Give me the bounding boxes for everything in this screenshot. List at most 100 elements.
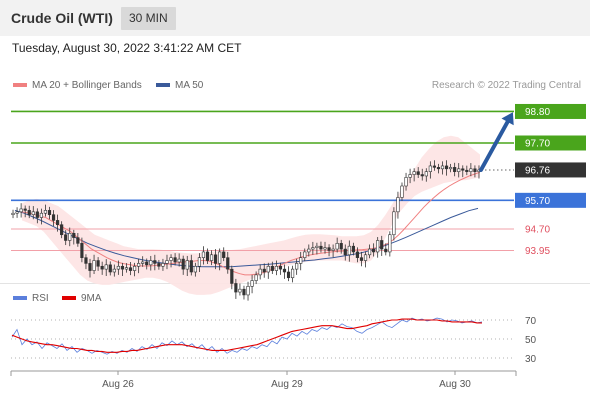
candle-down (278, 265, 283, 270)
candle-up (193, 265, 197, 273)
candle-up (116, 265, 120, 270)
candle-down (465, 169, 469, 172)
candle-down (416, 171, 420, 175)
ma20-line (19, 171, 481, 276)
candle-down (76, 237, 80, 244)
candle-up (307, 248, 311, 253)
rsi-swatch-icon (13, 296, 27, 301)
candle-down (84, 257, 88, 264)
level-label-box-96.76 (515, 162, 586, 178)
candle-down (420, 174, 424, 177)
candle-down (108, 264, 112, 273)
candle-down (96, 260, 100, 267)
candle-up (177, 258, 181, 263)
candle-up (335, 243, 339, 250)
candle-down (157, 263, 161, 267)
candle-down (222, 251, 226, 258)
level-label-box-97.70 (515, 135, 586, 151)
candle-up (363, 254, 368, 261)
candle-down (120, 265, 125, 270)
candle-down (359, 257, 364, 261)
candle-down (351, 245, 355, 253)
candle-up (15, 211, 19, 214)
candle-down (461, 168, 465, 171)
rsi-tick-50: 50 (525, 335, 537, 346)
candle-up (404, 177, 408, 187)
research-credit: Research © 2022 Trading Central (431, 80, 581, 91)
candle-down (88, 263, 92, 271)
legend-ma50: MA 50 (156, 80, 203, 91)
level-label-box-98.80 (515, 103, 586, 119)
candle-up (315, 245, 319, 248)
candle-up (19, 208, 23, 213)
candle-up (266, 265, 270, 273)
candle-down (145, 261, 149, 266)
candle-down (436, 167, 441, 170)
candle-up (104, 264, 108, 270)
legend-ma20-label: MA 20 + Bollinger Bands (32, 80, 142, 91)
candle-up (274, 265, 278, 271)
candle-up (400, 185, 404, 198)
rsi-tick-30: 30 (525, 354, 537, 365)
legend-9ma-label: 9MA (81, 293, 102, 304)
x-tick-label-1: Aug 29 (271, 379, 303, 390)
candle-up (238, 288, 242, 293)
candle-up (299, 257, 303, 264)
ma20-swatch-icon (13, 83, 27, 88)
candle-up (295, 263, 299, 270)
candle-down (453, 167, 457, 172)
level-label-96.76: 96.76 (525, 165, 550, 176)
candle-up (323, 247, 327, 250)
x-tick-label-0: Aug 26 (102, 379, 134, 390)
candle-down (230, 268, 234, 284)
candle-up (141, 261, 145, 264)
candle-up (392, 211, 396, 236)
9ma-line (11, 318, 482, 353)
candle-down (473, 168, 477, 172)
candle-down (242, 288, 246, 296)
candle-up (149, 260, 153, 266)
legend-rsi: RSI (13, 293, 49, 304)
candle-up (449, 167, 453, 170)
candle-down (262, 268, 266, 273)
candle-down (173, 257, 177, 263)
candle-down (432, 165, 437, 168)
candle-up (331, 248, 335, 251)
candle-down (355, 251, 360, 258)
rsi-tick-70: 70 (525, 316, 537, 327)
candle-up (112, 268, 116, 273)
candle-up (258, 268, 262, 276)
candle-up (161, 263, 165, 267)
candle-down (55, 220, 60, 225)
candle-down (339, 243, 343, 250)
candle-down (189, 260, 193, 273)
candle-down (128, 267, 133, 271)
timeframe-badge[interactable]: 30 MIN (121, 7, 176, 30)
candle-up (412, 171, 416, 175)
chart-header: Crude Oil (WTI) 30 MIN (0, 0, 590, 36)
candle-down (80, 243, 84, 258)
ma50-swatch-icon (156, 83, 170, 88)
legend-rsi-label: RSI (32, 293, 49, 304)
candle-down (234, 283, 238, 293)
candle-down (380, 240, 384, 250)
candle-down (214, 254, 218, 264)
level-label-94.70: 94.70 (525, 225, 550, 236)
level-label-98.80: 98.80 (525, 107, 550, 118)
candle-down (270, 265, 274, 271)
candle-up (197, 257, 202, 267)
legend-9ma: 9MA (62, 293, 102, 304)
candle-up (39, 212, 43, 218)
candle-down (286, 271, 291, 279)
chart-datetime: Tuesday, August 30, 2022 3:41:22 AM CET (12, 41, 242, 55)
candle-up (137, 263, 141, 267)
level-label-97.70: 97.70 (525, 139, 550, 150)
rsi-line (11, 317, 483, 355)
legend-ma20: MA 20 + Bollinger Bands (13, 80, 142, 91)
candle-down (35, 211, 39, 218)
candle-down (27, 210, 31, 215)
candle-up (428, 165, 432, 172)
candle-up (424, 171, 428, 177)
candle-up (457, 168, 461, 172)
